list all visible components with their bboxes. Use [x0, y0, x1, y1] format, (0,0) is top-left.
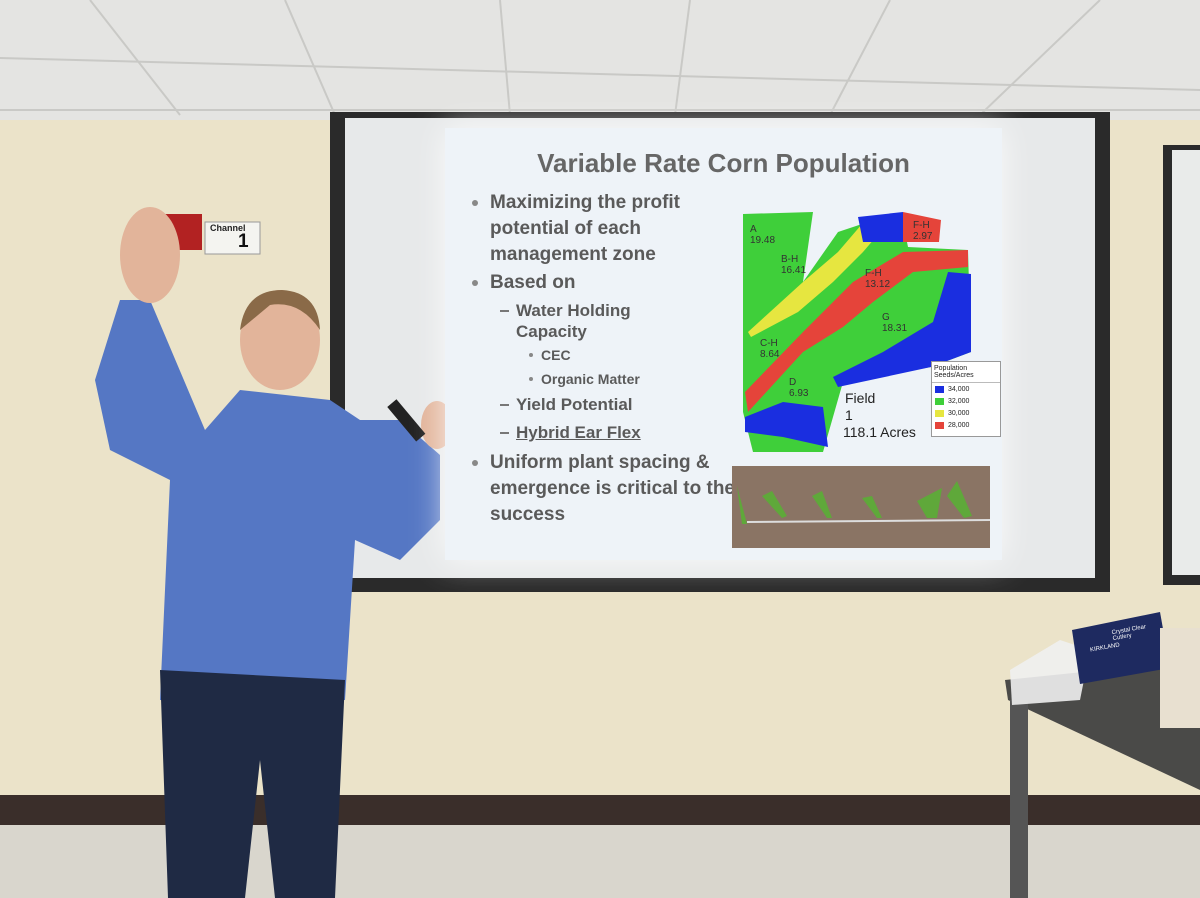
field-label: Field 1 118.1 Acres [843, 390, 916, 441]
ceiling-grid [0, 0, 1200, 116]
legend-swatch [935, 385, 944, 393]
zone-label: F-H 2.97 [913, 220, 932, 242]
bullet-dash [500, 404, 509, 406]
zone-name: F-H [865, 268, 882, 279]
legend-items: 34,000 32,000 30,000 28,000 [932, 383, 1000, 431]
bullet-dot [472, 460, 478, 466]
legend-label: 32,000 [948, 397, 970, 405]
bullet-dash [500, 310, 509, 312]
legend-swatch [935, 397, 944, 405]
table-leg [1010, 700, 1028, 898]
bullet-dot [472, 200, 478, 206]
bullet-text: Uniform plant spacing & emergence is cri… [490, 452, 735, 525]
drip-line [746, 519, 990, 523]
shirt [95, 300, 440, 700]
bullet-text: Based on [490, 272, 576, 293]
bullet-dot [472, 280, 478, 286]
sign-number: 1 [238, 231, 249, 252]
zone-label: A 19.48 [750, 224, 775, 246]
jeans [160, 670, 345, 898]
zone-name: D [789, 377, 797, 388]
bullet-text: CEC [541, 347, 571, 363]
bullet-text: Maximizing the profit potential of each … [490, 192, 680, 265]
raised-hand [120, 207, 180, 303]
zone-label: D 6.93 [789, 377, 808, 399]
bullet-text: Organic Matter [541, 371, 640, 387]
zone-value: 2.97 [913, 231, 933, 242]
yield-map [743, 212, 971, 452]
zone-yellow [748, 217, 893, 337]
bullet-dot [529, 353, 533, 357]
zone-red [745, 250, 968, 412]
zone-name: F-H [913, 220, 930, 231]
zone-blue-top [858, 212, 903, 242]
bullet-text: Hybrid Ear Flex [516, 423, 641, 442]
head [240, 290, 320, 390]
zone-value: 13.12 [865, 279, 891, 290]
zone-label: G 18.31 [882, 312, 907, 334]
legend: Population Seeds/Acres 34,000 32,000 30,00… [931, 361, 1001, 437]
zone-value: 18.31 [882, 323, 908, 334]
legend-row: 32,000 [932, 395, 1000, 407]
plant-photo [732, 466, 990, 548]
zone-name: A [750, 224, 757, 235]
hair [240, 290, 320, 330]
soil [732, 466, 990, 548]
legend-label: 28,000 [948, 421, 970, 429]
bullet-text: Water Holding Capacity [516, 301, 631, 341]
legend-row: 28,000 [932, 419, 1000, 431]
zone-value: 8.64 [760, 349, 780, 360]
clicker [387, 399, 426, 442]
sign [204, 221, 261, 255]
zone-value: 6.93 [789, 388, 809, 399]
legend-label: 30,000 [948, 409, 970, 417]
zone-blue-south [745, 402, 828, 447]
legend-row: 30,000 [932, 407, 1000, 419]
second-screen-surface [1172, 150, 1200, 575]
field-line: 1 [845, 407, 853, 423]
bullet-text: Yield Potential [516, 395, 633, 414]
plastic-bag [1010, 640, 1090, 705]
zone-green [743, 212, 971, 452]
zone-name: C-H [760, 338, 778, 349]
cardboard-box [1160, 628, 1200, 728]
zone-red-top [903, 212, 941, 242]
legend-swatch [935, 421, 944, 429]
zone-blue-east [833, 272, 971, 387]
zone-value: 16.41 [781, 265, 807, 276]
ceiling [0, 0, 1200, 120]
legend-label: 34,000 [948, 385, 970, 393]
legend-title: Population Seeds/Acres [932, 362, 1000, 383]
zone-name: B-H [781, 254, 799, 265]
zone-value: 19.48 [750, 235, 776, 246]
bullet-dot [529, 377, 533, 381]
zone-label: B-H 16.41 [781, 254, 806, 276]
legend-row: 34,000 [932, 383, 1000, 395]
field-line: Field [845, 390, 876, 406]
sign-label: Channel [210, 223, 246, 233]
bullet-dash [500, 432, 509, 434]
legend-swatch [935, 409, 944, 417]
zone-name: G [882, 312, 890, 323]
zone-label: C-H 8.64 [760, 338, 779, 360]
cutlery-box [1072, 612, 1170, 684]
seedlings [737, 481, 972, 524]
field-line: 118.1 Acres [843, 424, 916, 440]
slide: Variable Rate Corn Population Maximizing… [445, 128, 1002, 560]
slide-title: Variable Rate Corn Population [537, 148, 910, 178]
zone-label: F-H 13.12 [865, 268, 890, 290]
